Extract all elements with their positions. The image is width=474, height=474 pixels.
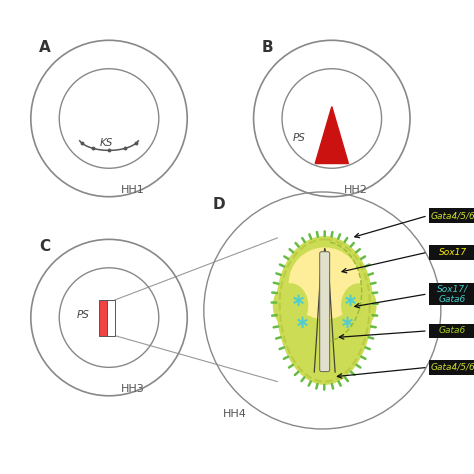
Bar [107,300,115,336]
Text: HH2: HH2 [344,185,367,195]
FancyBboxPatch shape [429,323,474,338]
Text: ∗: ∗ [291,292,306,310]
FancyBboxPatch shape [429,245,474,259]
Text: PS: PS [293,133,306,144]
Text: A: A [39,40,51,55]
Text: KS: KS [100,138,113,148]
Text: ∗: ∗ [340,314,355,332]
Polygon shape [276,236,373,385]
Text: HH1: HH1 [121,185,145,195]
Text: Sox17: Sox17 [438,248,467,256]
Text: D: D [212,197,225,211]
Text: Gata4/5/6: Gata4/5/6 [430,211,474,220]
Bar [99,300,107,336]
Text: ∗: ∗ [343,292,358,310]
Text: B: B [262,40,273,55]
Text: Sox17/
Gata6: Sox17/ Gata6 [437,284,468,303]
Text: PS: PS [76,310,90,320]
Text: Gata4/5/6: Gata4/5/6 [430,363,474,372]
FancyBboxPatch shape [429,283,474,305]
Text: ∗: ∗ [294,314,310,332]
FancyBboxPatch shape [319,252,329,372]
Text: C: C [39,239,50,254]
Polygon shape [315,107,348,164]
Text: Gata6: Gata6 [439,327,466,335]
Ellipse shape [341,283,376,328]
Text: HH4: HH4 [223,409,246,419]
FancyBboxPatch shape [429,209,474,223]
FancyBboxPatch shape [429,360,474,374]
Ellipse shape [273,283,308,328]
Text: HH3: HH3 [121,384,145,394]
Ellipse shape [289,247,361,319]
